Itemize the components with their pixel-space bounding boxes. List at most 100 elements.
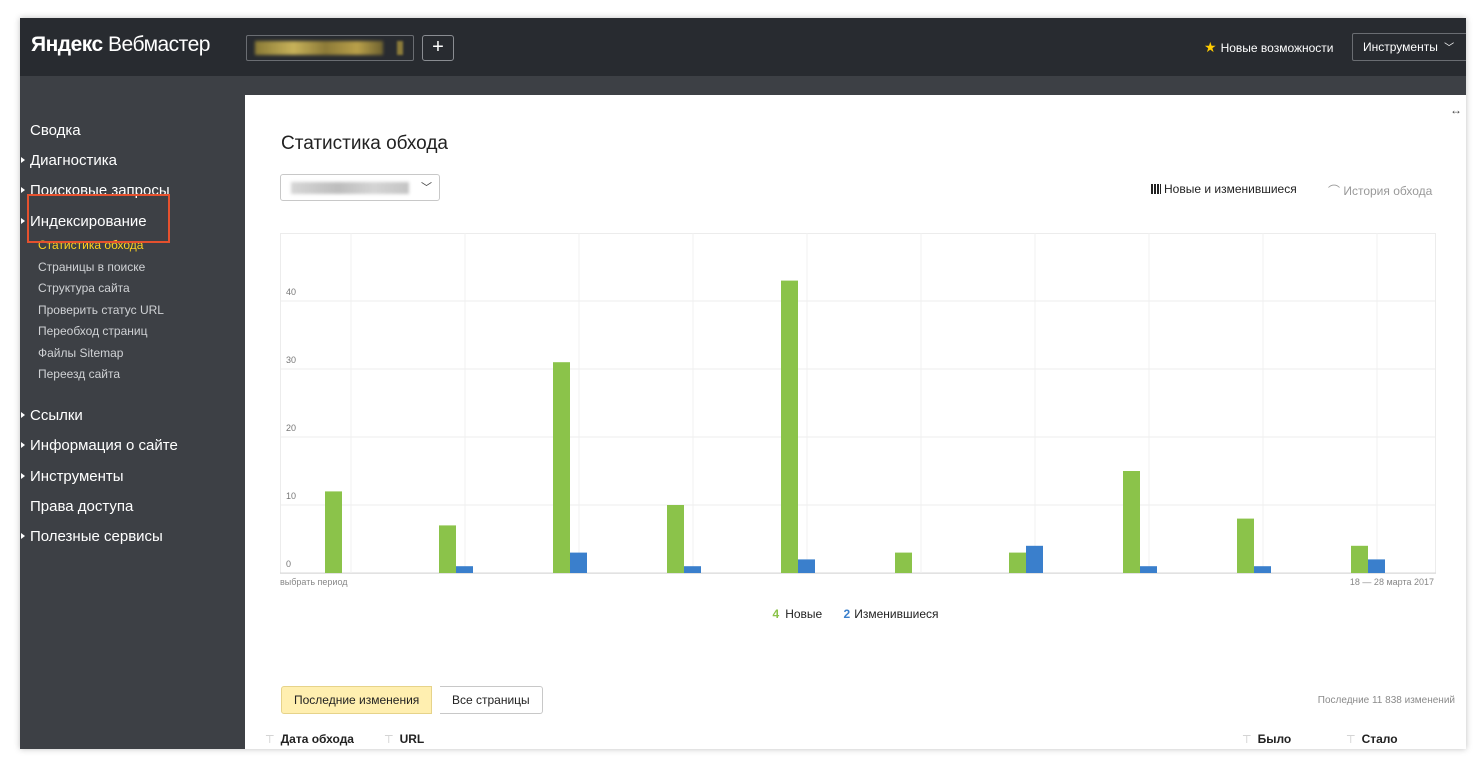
bar-changed: [1140, 566, 1157, 573]
logo-brand: Яндекс: [31, 33, 103, 56]
crawl-chart: 0 10 20 30 40 выбрать период 18 — 28 марта 201…: [280, 233, 1436, 593]
legend-new-count: 4: [772, 607, 780, 621]
sidebar-subitem-pages-in-search[interactable]: Страницы в поиске: [38, 260, 146, 274]
filter-icon: ⊤: [1346, 734, 1356, 746]
sidebar-subitem-check-url[interactable]: Проверить статус URL: [38, 303, 164, 317]
bar-changed: [1368, 559, 1385, 573]
sidebar-item-label: Сводка: [30, 122, 81, 139]
sidebar-item-diagnostics[interactable]: Диагностика: [21, 152, 117, 169]
column-label: Дата обхода: [280, 732, 354, 746]
chart-svg: 0 10 20 30 40 выбрать период 18 — 28 марта 201…: [280, 233, 1436, 587]
sidebar-item-label: Информация о сайте: [30, 437, 178, 454]
mode-new-label: Новые и изменившиеся: [1164, 182, 1297, 196]
column-label: URL: [399, 732, 425, 746]
sidebar-item-useful-services[interactable]: Полезные сервисы: [21, 528, 163, 545]
caret-right-icon: [21, 187, 25, 193]
page-title: Статистика обхода: [281, 133, 448, 154]
new-features-link[interactable]: ★ Новые возможности: [1204, 39, 1334, 56]
column-label: Стало: [1361, 732, 1398, 746]
caret-down-icon: [21, 218, 25, 224]
site-selector[interactable]: [246, 35, 414, 61]
y-tick-label: 30: [286, 355, 296, 365]
bar-changed: [798, 559, 815, 573]
chart-legend: 4 Новые 2 Изменившиеся: [245, 607, 1466, 621]
column-crawl-date[interactable]: ⊤ Дата обхода: [265, 732, 354, 746]
mode-new-and-changed[interactable]: Новые и изменившиеся: [1151, 182, 1297, 196]
site-name-blurred-tail: [397, 41, 403, 55]
tools-dropdown[interactable]: Инструменты ﹀: [1352, 33, 1466, 61]
mode-crawl-history[interactable]: ⌒ История обхода: [1328, 182, 1432, 199]
tab-all-pages[interactable]: Все страницы: [440, 686, 543, 714]
logo-product: Вебмастер: [108, 33, 210, 56]
sidebar-subitem-recrawl[interactable]: Переобход страниц: [38, 324, 148, 338]
bar-changed: [684, 566, 701, 573]
host-selector[interactable]: ﹀: [280, 174, 440, 201]
bar-chart-icon: [1151, 184, 1161, 194]
bar-new: [325, 491, 342, 573]
bar-new: [553, 362, 570, 573]
top-gray-strip: [20, 76, 1466, 95]
changes-count: Последние 11 838 изменений: [1317, 695, 1455, 706]
add-site-button[interactable]: +: [422, 35, 454, 61]
caret-right-icon: [21, 473, 25, 479]
site-name-blurred: [255, 41, 383, 55]
sidebar-item-indexing[interactable]: Индексирование: [21, 213, 147, 230]
tab-recent-changes[interactable]: Последние изменения: [281, 686, 433, 714]
sidebar-item-tools[interactable]: Инструменты: [21, 468, 124, 485]
y-tick-label: 10: [286, 491, 296, 501]
legend-changed-count: 2: [843, 607, 851, 621]
mode-history-label: История обхода: [1343, 184, 1433, 198]
expand-width-icon[interactable]: ↔: [1450, 103, 1462, 117]
line-chart-icon: ⌒: [1328, 184, 1344, 198]
caret-right-icon: [21, 157, 25, 163]
filter-icon: ⊤: [384, 734, 394, 746]
sidebar-item-label: Диагностика: [30, 152, 117, 169]
bar-changed: [570, 552, 587, 573]
sidebar-item-label: Права доступа: [30, 498, 134, 515]
column-before[interactable]: ⊤ Было: [1242, 732, 1291, 746]
main-content: ↔ Статистика обхода ﹀ Новые и изменившие…: [245, 95, 1466, 749]
bar-new: [781, 280, 798, 573]
sidebar-item-label: Полезные сервисы: [30, 528, 163, 545]
sidebar-subitem-sitemap[interactable]: Файлы Sitemap: [38, 346, 124, 360]
bar-new: [1009, 552, 1026, 573]
bar-new: [667, 505, 684, 573]
new-features-label: Новые возможности: [1220, 41, 1334, 55]
bar-changed: [1254, 566, 1271, 573]
x-label-right: 18 — 28 марта 2017: [1350, 577, 1434, 587]
caret-right-icon: [21, 442, 25, 448]
legend-new-label[interactable]: Новые: [785, 607, 823, 621]
column-after[interactable]: ⊤ Стало: [1346, 732, 1398, 746]
star-icon: ★: [1204, 39, 1217, 55]
sidebar-item-links[interactable]: Ссылки: [21, 407, 83, 424]
sidebar-item-site-info[interactable]: Информация о сайте: [21, 437, 178, 454]
logo[interactable]: Яндекс Вебмастер: [31, 33, 210, 57]
host-name-blurred: [291, 182, 409, 194]
column-label: Было: [1257, 732, 1292, 746]
column-url[interactable]: ⊤ URL: [384, 732, 424, 746]
bar-changed: [456, 566, 473, 573]
legend-changed-label[interactable]: Изменившиеся: [854, 607, 939, 621]
sidebar-item-summary[interactable]: Сводка: [30, 122, 81, 139]
browser-frame: Яндекс Вебмастер + ★ Новые возможности Ин…: [20, 18, 1466, 749]
bar-new: [1237, 518, 1254, 573]
sidebar-item-label: Индексирование: [30, 213, 147, 230]
sidebar-item-access-rights[interactable]: Права доступа: [30, 498, 133, 515]
top-bar: Яндекс Вебмастер + ★ Новые возможности Ин…: [20, 18, 1466, 76]
chevron-down-icon: ﹀: [421, 182, 432, 194]
sidebar: Сводка Диагностика Поисковые запросы Инд…: [20, 76, 245, 749]
chevron-down-icon: ﹀: [1444, 43, 1455, 54]
sidebar-subitem-site-structure[interactable]: Структура сайта: [38, 281, 130, 295]
sidebar-item-label: Инструменты: [30, 468, 124, 485]
sidebar-item-label: Ссылки: [30, 407, 83, 424]
tools-label: Инструменты: [1363, 40, 1438, 54]
bar-new: [439, 525, 456, 573]
y-tick-label: 0: [286, 559, 291, 569]
bar-new: [895, 552, 912, 573]
bar-new: [1351, 545, 1368, 573]
y-tick-label: 40: [286, 287, 296, 297]
caret-right-icon: [21, 533, 25, 539]
sidebar-subitem-site-move[interactable]: Переезд сайта: [38, 367, 121, 381]
annotation-highlight-box: [27, 194, 170, 243]
filter-icon: ⊤: [1242, 734, 1252, 746]
